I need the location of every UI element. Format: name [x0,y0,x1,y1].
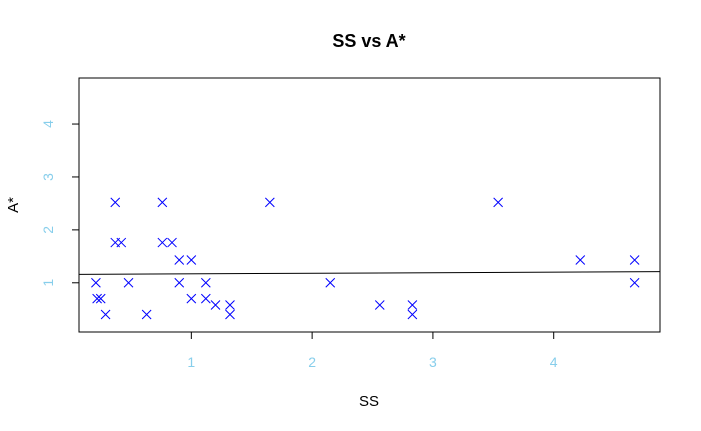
regression-line-group [78,271,661,275]
data-point [264,197,275,208]
data-point [629,277,640,288]
data-point [174,255,185,265]
data-point [210,300,221,310]
data-point [167,237,177,248]
x-tick-label: 2 [308,354,316,370]
y-tick-label: 3 [40,173,56,181]
data-point [225,300,235,310]
data-points [91,197,640,320]
y-tick-label: 1 [40,279,56,287]
data-point [95,293,106,304]
y-axis: 1 2 3 4 [40,120,79,287]
data-point [100,309,111,320]
data-point [91,277,101,288]
data-point [493,197,503,208]
x-tick-label: 1 [187,354,195,370]
data-point [123,277,134,288]
regression-line [78,271,661,275]
data-point [141,309,152,320]
data-point [157,237,168,248]
data-point [110,197,121,208]
y-tick-label: 4 [40,120,56,128]
data-point [629,255,640,265]
data-point [407,300,418,310]
chart-title: SS vs A* [332,31,405,51]
y-axis-label: A* [5,197,22,213]
data-point [325,277,336,288]
data-point [575,255,586,265]
plot-area-frame [78,77,661,333]
data-point [174,277,185,288]
x-axis-label: SS [359,393,379,410]
data-point [157,197,168,208]
data-point [186,293,197,304]
x-tick-label: 4 [550,354,558,370]
data-point [407,309,418,320]
data-point [200,293,211,304]
data-point [92,293,102,304]
data-point [116,237,127,248]
data-point [374,300,385,310]
data-point [225,309,235,320]
y-tick-label: 2 [40,226,56,234]
x-tick-label: 3 [429,354,437,370]
x-axis: 1 2 3 4 [187,332,558,370]
data-point [186,255,197,265]
data-point [200,277,211,288]
